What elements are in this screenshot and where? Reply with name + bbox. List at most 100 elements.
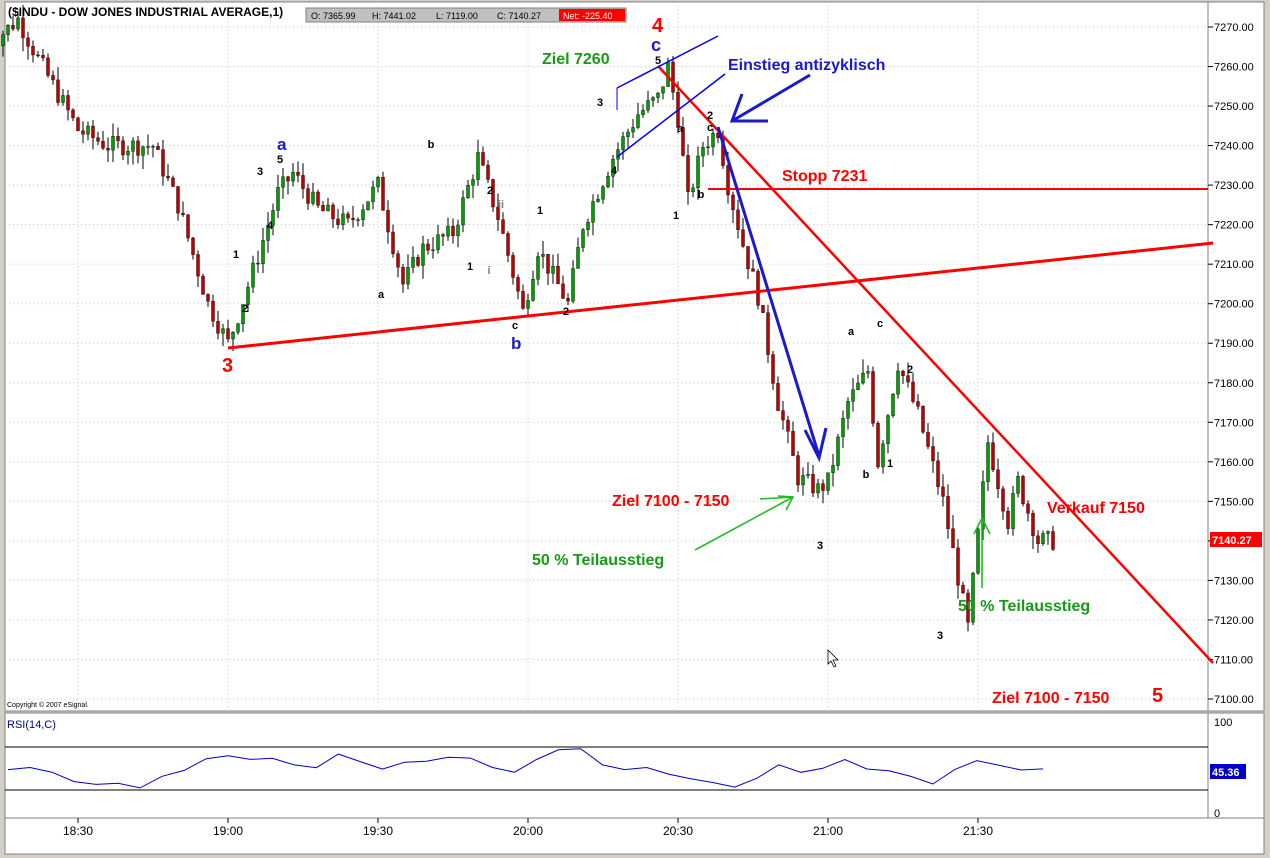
time-tick-label: 20:00 <box>513 824 543 838</box>
candle-down <box>516 277 520 292</box>
price-tick-label: 7270.00 <box>1214 22 1254 34</box>
stop-label: Stopp 7231 <box>782 168 867 185</box>
wave-count-label: 4 <box>267 220 274 232</box>
candle-up <box>801 475 805 486</box>
candle-down <box>916 401 920 407</box>
partial-exit-label-1: 50 % Teilausstieg <box>532 552 664 569</box>
candle-down <box>556 266 560 285</box>
candle-down <box>201 275 205 295</box>
candle-up <box>356 219 360 221</box>
candle-down <box>876 423 880 468</box>
channel-upper-line <box>616 35 719 89</box>
candle-down <box>26 37 30 47</box>
candle-down <box>501 219 505 234</box>
candle-up <box>586 222 590 230</box>
candle-up <box>806 474 810 476</box>
candle-up <box>6 25 10 35</box>
candle-down <box>936 460 940 488</box>
wave-a-label: a <box>277 135 287 154</box>
candle-up <box>846 401 850 419</box>
wave-4-label: 4 <box>652 15 664 37</box>
candle-down <box>771 354 775 384</box>
candle-up <box>291 171 295 182</box>
price-tick-label: 7180.00 <box>1214 378 1254 390</box>
rsi-tick-100: 100 <box>1214 717 1232 729</box>
candle-down <box>216 321 220 334</box>
channel-lower-line <box>616 73 726 158</box>
candle-down <box>391 231 395 254</box>
candle-up <box>551 266 555 274</box>
wave-count-label: 1 <box>887 458 893 470</box>
candle-down <box>686 155 690 192</box>
candle-down <box>101 141 105 149</box>
candle-up <box>376 177 380 188</box>
candle-up <box>706 146 710 149</box>
wave-c-label: c <box>651 35 661 55</box>
candle-up <box>311 191 315 204</box>
candle-up <box>711 133 715 148</box>
candle-up <box>141 146 145 156</box>
candle-down <box>931 446 935 462</box>
candle-up <box>86 125 90 135</box>
candle-up <box>1011 493 1015 529</box>
candle-down <box>486 164 490 180</box>
candle-down <box>286 176 290 182</box>
candle-down <box>766 312 770 355</box>
wave-5-label: 5 <box>1152 685 1163 707</box>
candle-down <box>736 209 740 230</box>
candle-up <box>126 151 130 156</box>
price-tick-label: 7150.00 <box>1214 496 1254 508</box>
candle-down <box>51 75 55 81</box>
chart-title: ($INDU - DOW JONES INDUSTRIAL AVERAGE,1) <box>8 5 283 19</box>
candle-up <box>361 209 365 220</box>
wave-count-label: 3 <box>257 166 263 178</box>
candle-up <box>626 131 630 137</box>
candle-down <box>91 125 95 138</box>
candle-down <box>41 55 45 59</box>
close-value: C: 7140.27 <box>497 11 541 21</box>
candle-down <box>751 268 755 272</box>
mouse-cursor-icon <box>827 649 839 668</box>
rsi-tick-0: 0 <box>1214 808 1220 820</box>
candle-down <box>316 191 320 206</box>
candle-down <box>96 137 100 142</box>
candle-down <box>811 474 815 494</box>
candle-up <box>841 418 845 438</box>
candle-down <box>46 57 50 76</box>
candle-down <box>416 257 420 266</box>
candle-down <box>191 237 195 255</box>
candle-down <box>171 177 175 187</box>
wave-count-label: 1 <box>233 249 239 261</box>
candle-down <box>306 188 310 204</box>
wave-count-label: ii <box>498 199 504 211</box>
wave-count-label: a <box>378 289 385 301</box>
candle-down <box>546 254 550 274</box>
candle-up <box>986 442 990 482</box>
candle-down <box>991 442 995 471</box>
candle-down <box>926 431 930 447</box>
candle-down <box>351 217 355 220</box>
time-tick-label: 18:30 <box>63 824 93 838</box>
price-tick-label: 7200.00 <box>1214 299 1254 311</box>
candle-down <box>956 547 960 586</box>
candle-down <box>746 246 750 269</box>
candle-down <box>136 140 140 156</box>
candle-down <box>776 383 780 411</box>
candle-up <box>456 224 460 237</box>
candle-up <box>536 256 540 280</box>
price-axis-panel <box>1207 1 1265 712</box>
candle-down <box>36 54 40 57</box>
low-value: L: 7119.00 <box>436 11 478 21</box>
candle-up <box>826 472 830 491</box>
candle-up <box>701 147 705 157</box>
candle-up <box>461 197 465 226</box>
candle-up <box>436 234 440 251</box>
candle-up <box>816 483 820 494</box>
wave-count-label: 2 <box>487 185 493 197</box>
candle-up <box>146 146 150 148</box>
candle-up <box>641 109 645 115</box>
candle-up <box>371 186 375 202</box>
candle-up <box>891 393 895 416</box>
last-price-box <box>1210 532 1262 547</box>
candle-up <box>601 186 605 200</box>
